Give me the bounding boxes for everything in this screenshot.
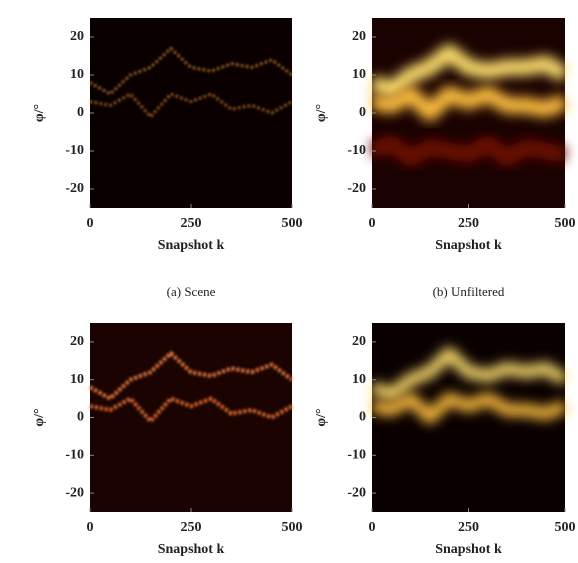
y-tick-label: 0 xyxy=(359,105,366,120)
y-tick-label: -20 xyxy=(65,485,84,500)
intensity-track xyxy=(89,47,293,96)
y-tick-label: -10 xyxy=(65,448,84,463)
y-tick-label: 20 xyxy=(70,29,84,44)
y-axis-label: φ/° xyxy=(314,408,329,426)
x-tick-label: 250 xyxy=(458,520,479,535)
y-axis-label: φ/° xyxy=(32,104,47,122)
x-tick-label: 500 xyxy=(282,520,303,535)
y-tick-label: 10 xyxy=(352,67,366,82)
x-tick-label: 0 xyxy=(369,216,376,231)
y-axis-label: φ/° xyxy=(32,408,47,426)
x-tick-label: 250 xyxy=(458,216,479,231)
x-tick-label: 500 xyxy=(282,216,303,231)
x-axis-label: Snapshot k xyxy=(435,542,502,557)
intensity-track xyxy=(89,396,293,424)
x-tick-label: 500 xyxy=(555,216,576,231)
x-tick-label: 500 xyxy=(555,520,576,535)
y-tick-label: -10 xyxy=(347,448,366,463)
x-tick-label: 0 xyxy=(369,520,376,535)
x-tick-label: 0 xyxy=(87,216,94,231)
heatmap-background xyxy=(90,323,292,512)
intensity-track xyxy=(89,351,294,401)
intensity-track xyxy=(369,347,569,401)
intensity-track xyxy=(370,86,568,121)
y-tick-label: 0 xyxy=(77,410,84,425)
y-tick-label: -10 xyxy=(347,143,366,158)
x-tick-label: 0 xyxy=(87,520,94,535)
y-tick-label: 20 xyxy=(352,29,366,44)
y-tick-label: 10 xyxy=(70,67,84,82)
y-tick-label: 20 xyxy=(70,334,84,349)
y-tick-label: 0 xyxy=(359,410,366,425)
x-axis-label: Snapshot k xyxy=(158,542,225,557)
y-tick-label: -20 xyxy=(347,181,366,196)
y-tick-label: -20 xyxy=(65,181,84,196)
y-tick-label: -20 xyxy=(347,485,366,500)
y-tick-label: 20 xyxy=(352,334,366,349)
y-tick-label: 10 xyxy=(70,372,84,387)
y-tick-label: -10 xyxy=(65,143,84,158)
heatmap-background xyxy=(90,18,292,208)
x-tick-label: 250 xyxy=(181,520,202,535)
x-axis-label: Snapshot k xyxy=(158,238,225,253)
subplot-caption: (a) Scene xyxy=(167,284,216,299)
x-tick-label: 250 xyxy=(181,216,202,231)
y-tick-label: 10 xyxy=(352,372,366,387)
intensity-track xyxy=(89,92,293,119)
heatmap-background xyxy=(372,323,565,512)
intensity-track xyxy=(370,392,568,424)
intensity-track xyxy=(369,135,567,167)
y-axis-label: φ/° xyxy=(314,104,329,122)
intensity-track xyxy=(369,44,570,99)
y-tick-label: 0 xyxy=(77,105,84,120)
x-axis-label: Snapshot k xyxy=(435,238,502,253)
subplot-caption: (b) Unfiltered xyxy=(433,284,505,299)
